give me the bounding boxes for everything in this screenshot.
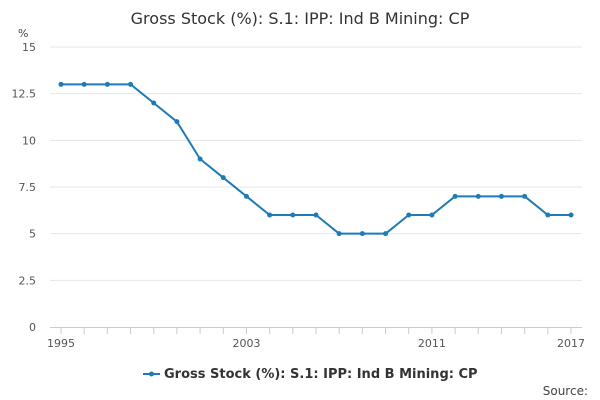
data-point[interactable] [475, 193, 481, 199]
series-line [61, 83, 571, 235]
x-tick-label: 2003 [232, 337, 260, 350]
data-point[interactable] [128, 81, 134, 87]
data-point[interactable] [174, 119, 180, 125]
data-point[interactable] [429, 212, 435, 218]
y-tick-label: 5 [29, 228, 36, 241]
x-tick-label: 2011 [418, 337, 446, 350]
data-point[interactable] [220, 175, 226, 181]
y-tick-label: 7.5 [19, 181, 37, 194]
data-point[interactable] [522, 193, 528, 199]
data-point[interactable] [267, 212, 273, 218]
y-tick-label: 0 [29, 321, 36, 334]
data-point[interactable] [452, 193, 458, 199]
y-tick-label: 2.5 [19, 274, 37, 287]
legend[interactable]: Gross Stock (%): S.1: IPP: Ind B Mining:… [143, 367, 478, 382]
data-point[interactable] [336, 231, 342, 237]
gridlines [50, 46, 582, 281]
data-point[interactable] [359, 231, 365, 237]
data-point[interactable] [406, 212, 412, 218]
data-point[interactable] [498, 193, 504, 199]
series-group [58, 81, 574, 237]
x-axis: 1995 2003 2011 2017 [47, 327, 585, 350]
y-axis-tick-labels: 0 2.5 5 7.5 10 12.5 15 [12, 41, 37, 334]
chart-title: Gross Stock (%): S.1: IPP: Ind B Mining:… [131, 9, 470, 28]
x-tick-label: 2017 [557, 337, 585, 350]
y-axis-unit: % [18, 27, 28, 40]
y-tick-label: 12.5 [12, 88, 37, 101]
legend-label: Gross Stock (%): S.1: IPP: Ind B Mining:… [164, 367, 478, 382]
x-tick-label: 1995 [47, 337, 75, 350]
y-tick-label: 10 [22, 134, 36, 147]
y-tick-label: 15 [22, 41, 36, 54]
data-point[interactable] [151, 100, 157, 106]
data-point[interactable] [81, 81, 87, 87]
data-point[interactable] [58, 81, 64, 87]
data-point[interactable] [545, 212, 551, 218]
legend-point-marker [149, 371, 154, 377]
source-label: Source: [543, 384, 588, 398]
data-point[interactable] [383, 231, 389, 237]
data-point[interactable] [290, 212, 296, 218]
data-point[interactable] [313, 212, 319, 218]
data-point[interactable] [104, 81, 110, 87]
data-point[interactable] [568, 212, 574, 218]
data-point[interactable] [197, 156, 203, 162]
data-point[interactable] [243, 193, 249, 199]
